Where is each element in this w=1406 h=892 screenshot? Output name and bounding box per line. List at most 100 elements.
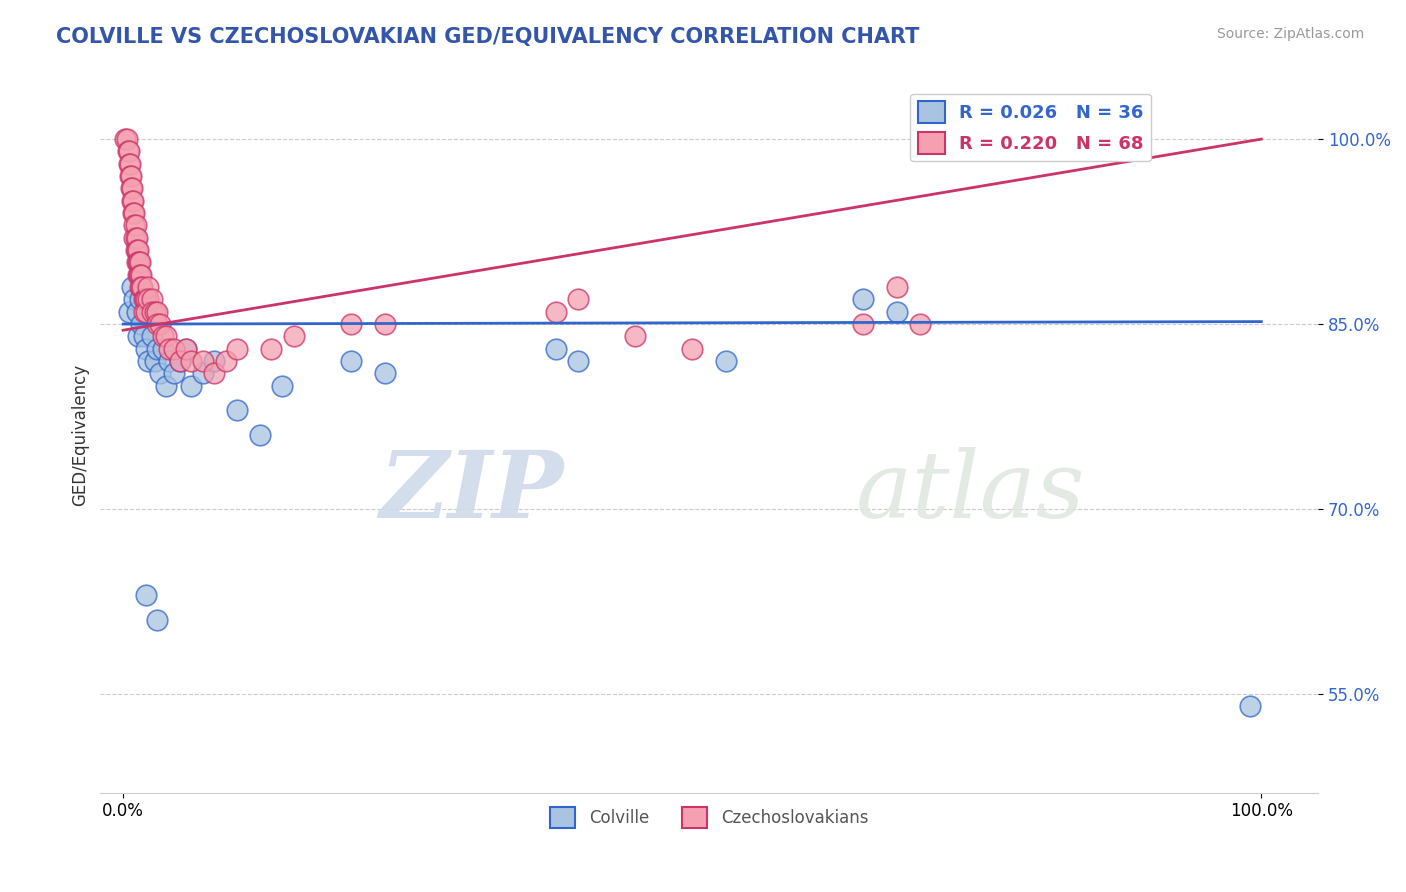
Point xyxy=(544,342,567,356)
Point xyxy=(127,268,149,282)
Point xyxy=(124,219,146,233)
Point xyxy=(249,428,271,442)
Point xyxy=(155,378,177,392)
Point xyxy=(716,354,738,368)
Point xyxy=(120,169,142,183)
Point xyxy=(114,132,136,146)
Point xyxy=(155,329,177,343)
Point xyxy=(169,354,191,368)
Point xyxy=(117,145,139,159)
Point xyxy=(120,181,142,195)
Point xyxy=(146,317,169,331)
Point xyxy=(374,317,396,331)
Point xyxy=(852,317,875,331)
Point xyxy=(339,354,361,368)
Text: Source: ZipAtlas.com: Source: ZipAtlas.com xyxy=(1216,27,1364,41)
Point xyxy=(226,342,249,356)
Point xyxy=(226,403,249,417)
Point xyxy=(125,304,148,318)
Point xyxy=(121,280,143,294)
Point xyxy=(124,293,146,307)
Point xyxy=(118,157,141,171)
Point xyxy=(852,293,875,307)
Text: COLVILLE VS CZECHOSLOVAKIAN GED/EQUIVALENCY CORRELATION CHART: COLVILLE VS CZECHOSLOVAKIAN GED/EQUIVALE… xyxy=(56,27,920,46)
Point xyxy=(122,206,145,220)
Point xyxy=(148,367,170,381)
Text: atlas: atlas xyxy=(855,447,1085,537)
Point xyxy=(128,268,150,282)
Point xyxy=(125,231,148,245)
Point xyxy=(174,342,197,356)
Point xyxy=(624,329,647,343)
Point xyxy=(908,317,931,331)
Point xyxy=(163,367,186,381)
Point xyxy=(118,169,141,183)
Point xyxy=(124,206,146,220)
Point xyxy=(129,255,152,269)
Point xyxy=(141,304,163,318)
Point xyxy=(121,194,143,208)
Point xyxy=(124,231,146,245)
Point xyxy=(131,280,153,294)
Point xyxy=(146,342,169,356)
Point xyxy=(157,342,180,356)
Text: ZIP: ZIP xyxy=(378,447,564,537)
Point xyxy=(118,304,141,318)
Point xyxy=(567,293,589,307)
Point xyxy=(129,280,152,294)
Point xyxy=(121,181,143,195)
Point xyxy=(132,293,155,307)
Point xyxy=(134,293,156,307)
Point xyxy=(152,342,174,356)
Point xyxy=(180,354,202,368)
Point xyxy=(125,243,148,257)
Point xyxy=(122,194,145,208)
Point xyxy=(169,354,191,368)
Point xyxy=(163,342,186,356)
Point xyxy=(136,280,159,294)
Point xyxy=(131,280,153,294)
Point xyxy=(127,243,149,257)
Point xyxy=(115,132,138,146)
Point xyxy=(124,243,146,257)
Point xyxy=(174,342,197,356)
Point xyxy=(143,304,166,318)
Point xyxy=(886,280,908,294)
Point xyxy=(131,317,153,331)
Point xyxy=(152,329,174,343)
Point xyxy=(118,145,141,159)
Point xyxy=(118,157,141,171)
Point xyxy=(1239,699,1261,714)
Point xyxy=(191,367,214,381)
Point xyxy=(283,329,305,343)
Point xyxy=(214,354,236,368)
Point xyxy=(128,255,150,269)
Point xyxy=(681,342,703,356)
Point xyxy=(141,293,163,307)
Point xyxy=(260,342,283,356)
Point xyxy=(132,304,155,318)
Point xyxy=(148,317,170,331)
Point xyxy=(127,329,149,343)
Point xyxy=(136,354,159,368)
Point xyxy=(180,378,202,392)
Point xyxy=(146,304,169,318)
Point xyxy=(129,268,152,282)
Legend: Colville, Czechoslovakians: Colville, Czechoslovakians xyxy=(544,801,875,834)
Point xyxy=(124,231,146,245)
Point xyxy=(135,304,157,318)
Point xyxy=(202,354,225,368)
Point xyxy=(339,317,361,331)
Point xyxy=(374,367,396,381)
Point xyxy=(127,255,149,269)
Point xyxy=(135,588,157,602)
Point xyxy=(141,329,163,343)
Point xyxy=(124,219,146,233)
Point xyxy=(131,268,153,282)
Point xyxy=(143,354,166,368)
Point xyxy=(157,354,180,368)
Point xyxy=(271,378,294,392)
Point xyxy=(567,354,589,368)
Point xyxy=(135,293,157,307)
Y-axis label: GED/Equivalency: GED/Equivalency xyxy=(72,364,89,506)
